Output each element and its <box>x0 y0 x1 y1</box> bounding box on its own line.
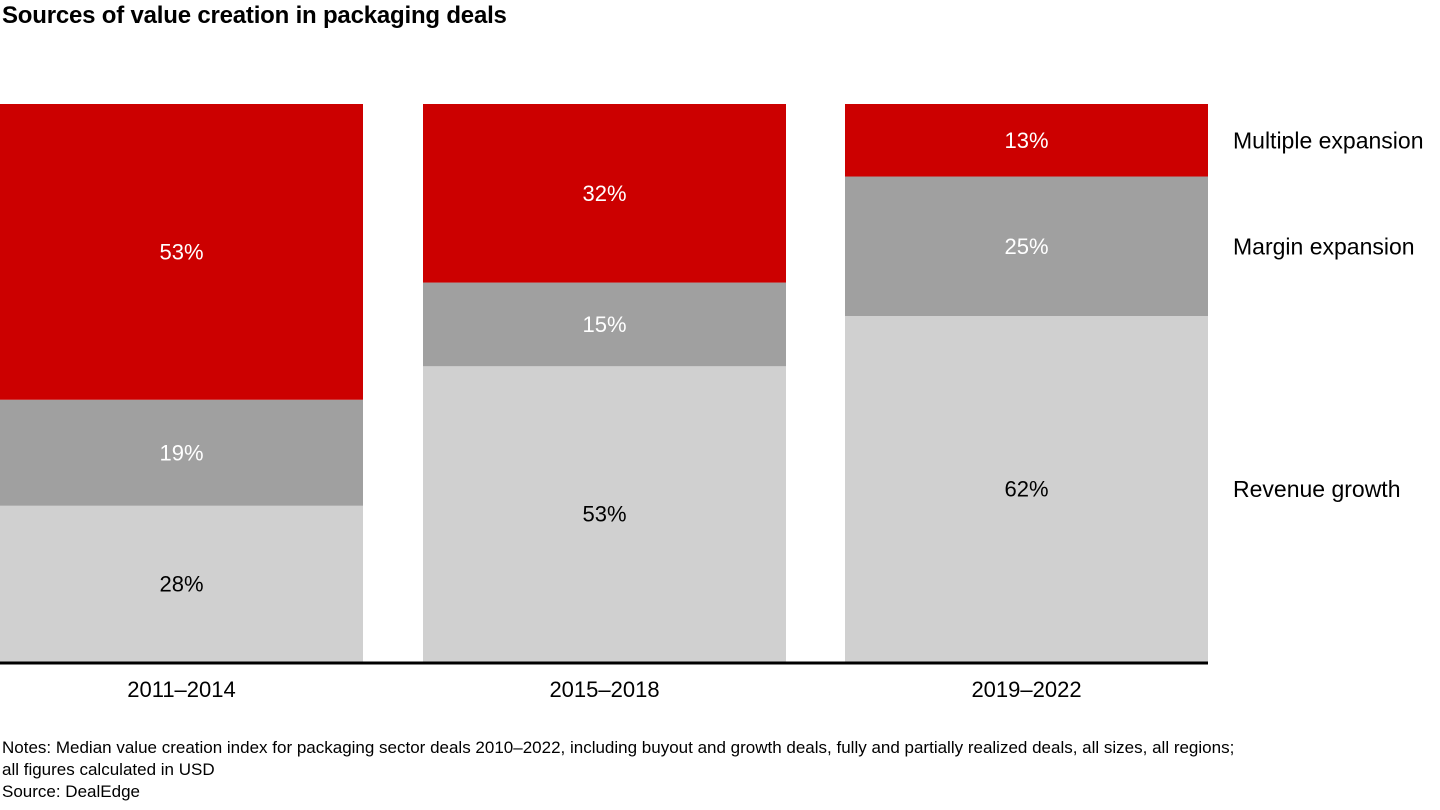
bar-segment-multiple-expansion-2015-2018 <box>423 104 786 283</box>
bar-segment-margin-expansion-2019-2022 <box>845 176 1208 317</box>
notes-block: Notes: Median value creation index for p… <box>2 737 1234 803</box>
bar-segment-margin-expansion-2015-2018 <box>423 282 786 367</box>
chart-title: Sources of value creation in packaging d… <box>2 2 507 29</box>
data-label-revenue-growth-2011-2014: 28% <box>159 571 203 596</box>
bar-segment-revenue-growth-2019-2022 <box>845 316 1208 662</box>
bar-segment-revenue-growth-2011-2014 <box>0 505 363 662</box>
data-label-revenue-growth-2015-2018: 53% <box>582 502 626 527</box>
segment-labels-group: 28% 19% 53% 53% 15% 32% 62% 25% 13% <box>159 128 1048 597</box>
x-tick-label-2015-2018: 2015–2018 <box>549 677 659 702</box>
bar-segment-margin-expansion-2011-2014 <box>0 399 363 506</box>
data-label-multiple-expansion-2015-2018: 32% <box>582 181 626 206</box>
category-labels-group: 2011–2014 2015–2018 2019–2022 <box>127 677 1081 702</box>
bar-segment-multiple-expansion-2019-2022 <box>845 104 1208 177</box>
data-label-multiple-expansion-2019-2022: 13% <box>1004 128 1048 153</box>
bar-segment-revenue-growth-2015-2018 <box>423 366 786 662</box>
legend-label-multiple-expansion: Multiple expansion <box>1233 127 1424 153</box>
data-label-revenue-growth-2019-2022: 62% <box>1004 477 1048 502</box>
data-label-margin-expansion-2011-2014: 19% <box>159 440 203 465</box>
data-label-margin-expansion-2015-2018: 15% <box>582 312 626 337</box>
x-tick-label-2019-2022: 2019–2022 <box>971 677 1081 702</box>
notes-line-2: all figures calculated in USD <box>2 760 215 779</box>
notes-line-1: Notes: Median value creation index for p… <box>2 738 1235 757</box>
legend-label-margin-expansion: Margin expansion <box>1233 233 1415 259</box>
data-label-multiple-expansion-2011-2014: 53% <box>159 239 203 264</box>
source-line: Source: DealEdge <box>2 782 140 801</box>
stacked-bar-chart: 28%19%53%53%15%32%62%25%13% 2011–2014 201… <box>0 104 1424 702</box>
bar-segment-multiple-expansion-2011-2014 <box>0 104 363 400</box>
bars-group <box>0 104 1208 662</box>
legend-group: Revenue growth Margin expansion Multiple e… <box>1233 127 1424 502</box>
x-tick-label-2011-2014: 2011–2014 <box>127 677 236 702</box>
data-label-margin-expansion-2019-2022: 25% <box>1004 234 1048 259</box>
legend-label-revenue-growth: Revenue growth <box>1233 476 1401 502</box>
